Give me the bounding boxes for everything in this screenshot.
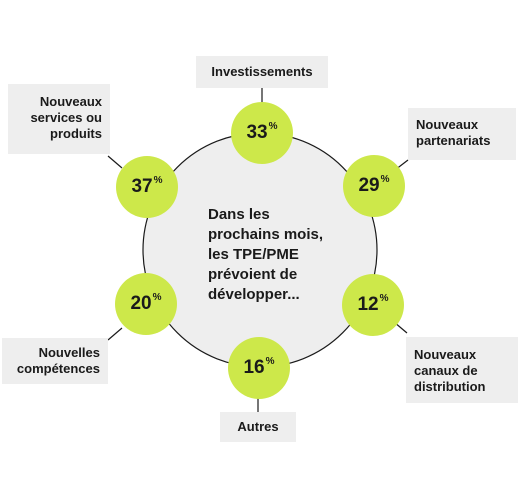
center-text: Dans les prochains mois, les TPE/PME pré… [208, 206, 324, 303]
connector-line-competences [107, 327, 123, 341]
value-number: 33 [246, 122, 268, 143]
label-investissements: Investissements [196, 56, 328, 88]
node-investissements [231, 102, 293, 164]
value-autres: 16% [227, 336, 291, 400]
node-services [116, 156, 178, 218]
label-canaux: Nouveaux canaux de distribution [406, 337, 518, 403]
value-canaux: 12% [341, 273, 405, 337]
value-unit: % [268, 120, 278, 132]
value-number: 12 [357, 294, 379, 315]
value-unit: % [380, 173, 390, 185]
label-partenariats: Nouveaux partenariats [408, 108, 516, 160]
value-investissements: 33% [230, 101, 294, 165]
node-autres [228, 337, 290, 399]
value-number: 37 [131, 176, 153, 197]
value-number: 20 [130, 293, 152, 314]
label-competences: Nouvelles compétences [2, 338, 108, 384]
value-competences: 20% [114, 272, 178, 336]
label-autres: Autres [220, 412, 296, 442]
node-partenariats [343, 155, 405, 217]
node-competences [115, 273, 177, 335]
value-unit: % [265, 355, 275, 367]
value-partenariats: 29% [342, 154, 406, 218]
label-services: Nouveaux services ou produits [8, 84, 110, 154]
connector-line-services [107, 155, 123, 169]
node-canaux [342, 274, 404, 336]
value-unit: % [153, 174, 163, 186]
value-unit: % [152, 291, 162, 303]
value-unit: % [379, 292, 389, 304]
value-number: 29 [358, 175, 380, 196]
value-number: 16 [243, 357, 265, 378]
value-services: 37% [115, 155, 179, 219]
